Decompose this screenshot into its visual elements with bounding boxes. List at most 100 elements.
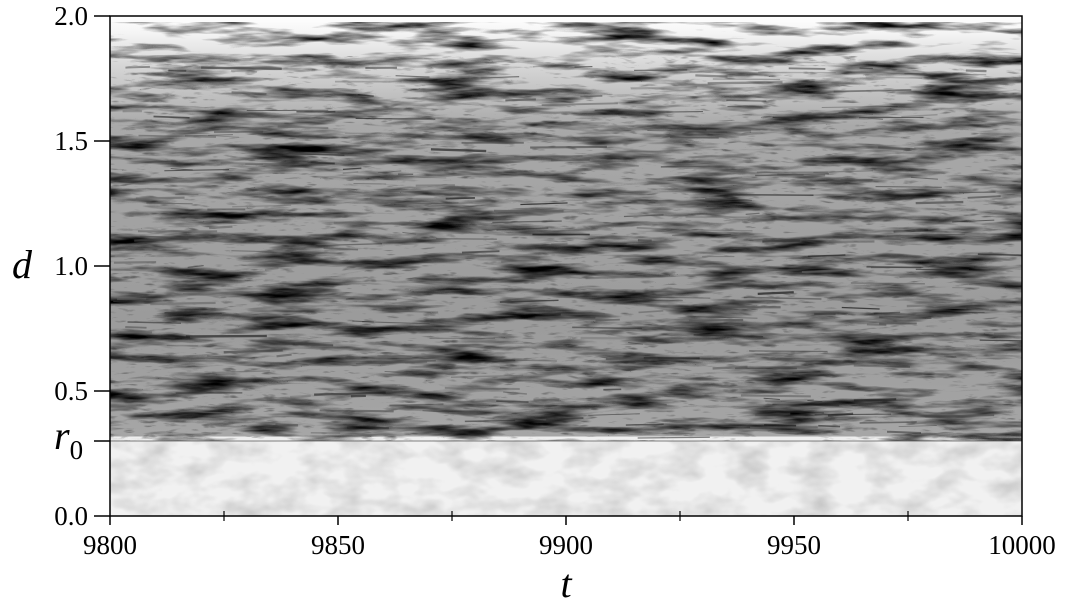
streak-line xyxy=(503,359,557,362)
streak-line xyxy=(647,130,727,133)
streak-line xyxy=(381,309,439,314)
y-tick-label: 2.0 xyxy=(54,1,88,31)
r0-subscript: 0 xyxy=(70,435,84,465)
streak-line xyxy=(764,424,797,427)
streak-line xyxy=(623,214,664,218)
streak-line xyxy=(792,371,821,374)
streak-line xyxy=(113,299,162,302)
streak-line xyxy=(906,302,973,308)
streak-line xyxy=(373,360,436,362)
streak-line xyxy=(630,85,698,90)
streak-line xyxy=(150,301,216,306)
streak-line xyxy=(605,357,658,361)
streak-line xyxy=(910,176,938,180)
streak-line xyxy=(496,400,529,403)
streak-line xyxy=(493,216,507,220)
streak-line xyxy=(740,394,811,398)
streak-line xyxy=(854,108,873,112)
streak-line xyxy=(218,113,240,117)
streak-line xyxy=(231,250,291,253)
streak-line xyxy=(464,419,516,423)
streak-line xyxy=(184,134,233,137)
streak-line xyxy=(660,165,711,168)
streak-line xyxy=(726,99,767,102)
streak-line xyxy=(772,403,840,407)
streak-line xyxy=(146,202,193,205)
streak-line xyxy=(952,286,980,289)
x-tick-label: 9800 xyxy=(83,530,137,560)
y-tick-label: 0.5 xyxy=(54,376,88,406)
streak-line xyxy=(352,320,374,323)
streak-line xyxy=(689,69,727,73)
streak-line xyxy=(630,296,711,299)
x-tick-label: 10000 xyxy=(988,530,1056,560)
streak-line xyxy=(285,152,345,157)
streak-line xyxy=(899,274,972,278)
streak-line xyxy=(886,430,922,434)
streak-line xyxy=(941,263,975,268)
streak-line xyxy=(671,228,753,232)
streak-line xyxy=(618,113,646,116)
streak-line xyxy=(850,282,925,285)
streak-line xyxy=(384,370,435,374)
streak-line xyxy=(490,221,509,225)
streak-line xyxy=(146,334,191,339)
streak-line xyxy=(323,247,359,251)
streak-line xyxy=(187,265,204,268)
streak-line xyxy=(276,353,292,358)
streak-line xyxy=(472,360,516,363)
streak-line xyxy=(859,421,917,424)
streak-line xyxy=(421,138,497,140)
streak-line xyxy=(977,253,1023,256)
streak-line xyxy=(315,243,383,247)
streak-line xyxy=(734,193,814,196)
streak-line xyxy=(915,200,964,205)
streak-line xyxy=(153,115,190,119)
streak-line xyxy=(275,423,299,427)
streak-line xyxy=(904,73,987,76)
streak-line xyxy=(717,249,747,253)
y-tick-label: 0.0 xyxy=(54,501,88,531)
streak-line xyxy=(395,75,430,78)
streak-line xyxy=(345,298,397,301)
streak-line xyxy=(843,237,901,241)
streak-line xyxy=(357,93,374,97)
plot-area xyxy=(109,15,1023,517)
streak-line xyxy=(743,296,822,300)
streak-line xyxy=(135,196,185,200)
streak-line xyxy=(113,261,157,264)
streak-line xyxy=(789,411,824,414)
streak-line xyxy=(290,394,311,398)
streak-line xyxy=(878,146,911,151)
streak-line xyxy=(940,306,967,310)
x-axis-title: t xyxy=(560,561,572,602)
streak-line xyxy=(914,147,940,152)
streak-line xyxy=(501,259,539,263)
streak-line xyxy=(422,409,450,413)
streak-line xyxy=(164,169,230,172)
streak-line xyxy=(807,254,846,258)
streak-line xyxy=(201,66,282,71)
streak-line xyxy=(879,315,932,319)
streak-line xyxy=(212,370,270,374)
streak-line xyxy=(625,423,664,426)
y-axis-title: d xyxy=(12,242,33,287)
streak-line xyxy=(841,306,880,310)
streak-line xyxy=(445,323,488,326)
streak-line xyxy=(580,95,603,98)
streak-line xyxy=(952,219,995,223)
streak-line xyxy=(503,391,527,395)
x-tick-label: 9850 xyxy=(311,530,365,560)
streak-line xyxy=(520,202,568,206)
streak-line xyxy=(641,111,703,113)
streak-line xyxy=(393,202,459,205)
streak-line xyxy=(264,266,279,271)
streak-line xyxy=(979,339,1023,342)
streak-line xyxy=(813,170,874,174)
streak-line xyxy=(821,106,898,108)
streak-line xyxy=(833,89,912,93)
x-tick-label: 9950 xyxy=(767,530,821,560)
streak-line xyxy=(765,398,814,403)
streak-line xyxy=(355,117,436,120)
